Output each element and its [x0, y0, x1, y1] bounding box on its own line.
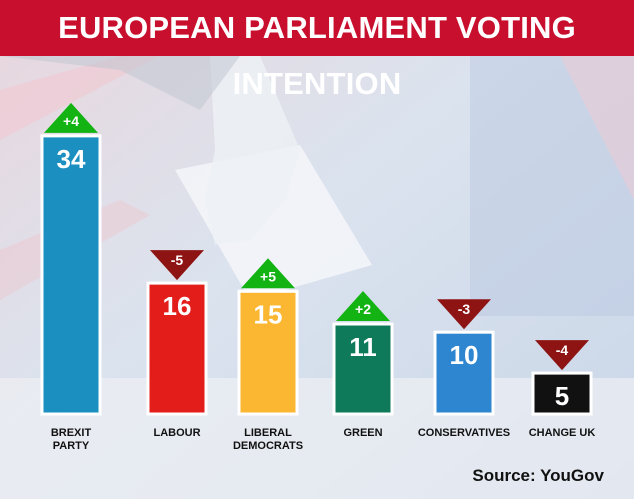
- value-label-conservatives: 10: [450, 340, 479, 370]
- bar-green: [332, 322, 394, 416]
- change-label-green: +2: [355, 301, 371, 317]
- value-label-liberal-democrats: 15: [254, 299, 283, 329]
- change-label-brexit-party: +4: [63, 113, 79, 129]
- value-label-labour: 16: [163, 291, 192, 321]
- change-label-conservatives: -3: [458, 301, 471, 317]
- change-label-labour: -5: [171, 252, 184, 268]
- value-label-green: 11: [349, 332, 377, 362]
- category-label-conservatives: CONSERVATIVES: [418, 427, 510, 439]
- change-label-change-uk: -4: [556, 342, 569, 358]
- chart-title: EUROPEAN PARLIAMENT VOTING INTENTION: [58, 10, 576, 101]
- bar-brexit-party: [40, 134, 102, 416]
- category-label-liberal-democrats: LIBERAL: [244, 427, 292, 439]
- bar-change-uk: [531, 371, 593, 416]
- source-note: Source: YouGov: [472, 466, 604, 485]
- value-label-change-uk: 5: [555, 381, 569, 411]
- title-banner: EUROPEAN PARLIAMENT VOTING INTENTION: [0, 0, 634, 101]
- change-marker-conservatives: [437, 299, 491, 330]
- value-label-brexit-party: 34: [57, 144, 86, 174]
- bar-labour: [146, 281, 208, 416]
- change-marker-labour: [150, 250, 204, 281]
- category-label-brexit-party: BREXIT: [51, 427, 92, 439]
- bar-liberal-democrats: [237, 289, 299, 416]
- bar-conservatives: [433, 330, 495, 416]
- change-marker-liberal-democrats: [241, 258, 295, 289]
- change-marker-change-uk: [535, 340, 589, 371]
- category-label-liberal-democrats: DEMOCRATS: [233, 440, 303, 452]
- change-marker-green: [336, 291, 390, 322]
- change-label-liberal-democrats: +5: [260, 268, 276, 284]
- category-label-labour: LABOUR: [153, 427, 200, 439]
- change-marker-brexit-party: [44, 102, 98, 133]
- category-label-green: GREEN: [343, 427, 382, 439]
- category-label-brexit-party: PARTY: [53, 440, 90, 452]
- category-label-change-uk: CHANGE UK: [529, 427, 596, 439]
